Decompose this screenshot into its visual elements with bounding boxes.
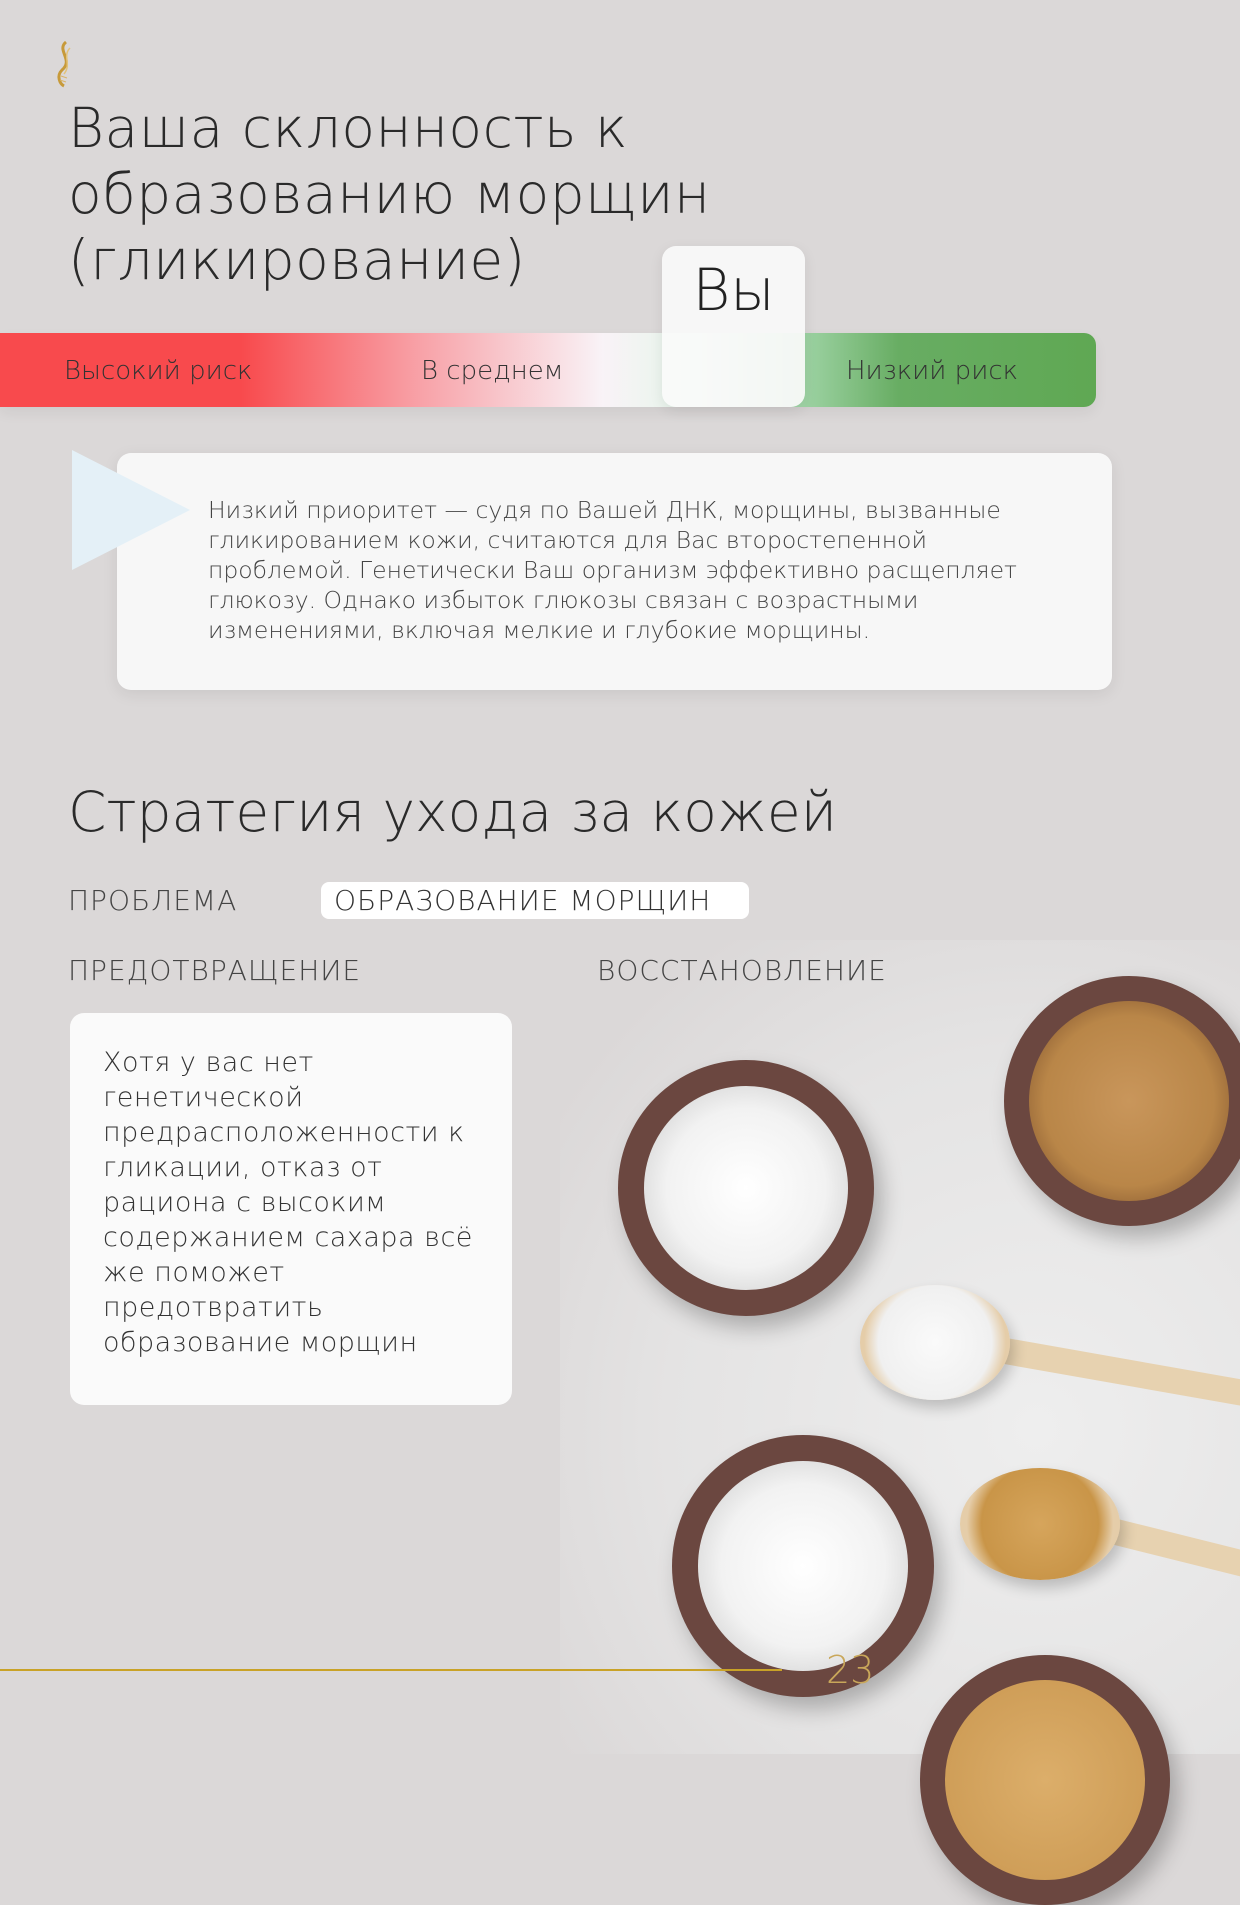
white-sugar-bowl: [672, 1435, 934, 1697]
problem-value-pill: ОБРАЗОВАНИЕ МОРЩИН: [321, 882, 749, 919]
dna-logo-icon: [57, 40, 71, 88]
brown-sugar-spoon: [960, 1468, 1120, 1580]
risk-label-low: Низкий риск: [846, 356, 1019, 386]
play-triangle-icon: [72, 450, 190, 570]
you-label: Вы: [692, 256, 775, 324]
white-sugar-bowl: [618, 1060, 874, 1316]
risk-scale-bar: [0, 333, 1096, 407]
brown-sugar-cube-bowl: [1004, 976, 1240, 1226]
problem-value: ОБРАЗОВАНИЕ МОРЩИН: [334, 884, 712, 917]
info-box: [117, 453, 1112, 690]
you-marker: Вы: [662, 246, 805, 407]
risk-label-high: Высокий риск: [64, 356, 253, 386]
prevention-card: [70, 1013, 512, 1405]
prevention-text: Хотя у вас нет генетической предрасполож…: [103, 1047, 473, 1358]
recovery-label: ВОССТАНОВЛЕНИЕ: [597, 954, 887, 987]
brown-sugar-bowl: [920, 1655, 1170, 1905]
strategy-heading: Стратегия ухода за кожей: [68, 780, 837, 844]
prevention-label: ПРЕДОТВРАЩЕНИЕ: [68, 954, 362, 987]
info-text: Низкий приоритет — судя по Вашей ДНК, мо…: [208, 496, 1017, 644]
problem-label: ПРОБЛЕМА: [68, 884, 238, 917]
sugar-spoon: [860, 1285, 1010, 1400]
risk-label-average: В среднем: [421, 356, 564, 386]
page-number: 23: [826, 1648, 875, 1692]
page-title: Ваша склонность к образованию морщин (гл…: [68, 96, 711, 292]
footer-line: [0, 1669, 782, 1671]
